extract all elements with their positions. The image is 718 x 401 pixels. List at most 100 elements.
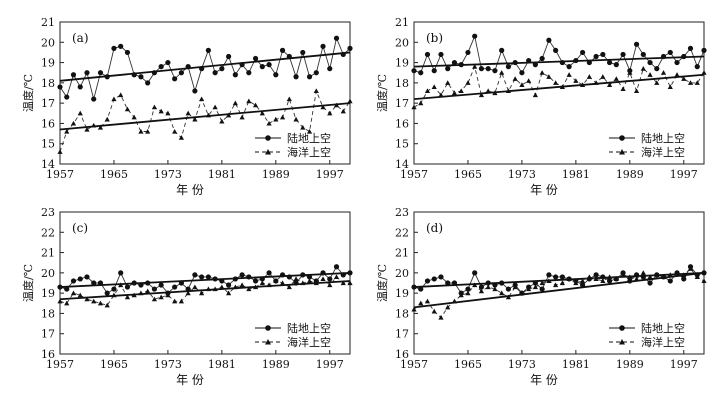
data-point bbox=[640, 51, 646, 58]
data-point bbox=[172, 128, 178, 134]
data-point bbox=[64, 94, 70, 100]
data-point bbox=[84, 70, 90, 76]
data-point bbox=[259, 64, 265, 70]
data-point bbox=[239, 282, 245, 288]
x-tick-label: 1957 bbox=[46, 168, 74, 181]
data-point bbox=[306, 74, 313, 80]
data-point bbox=[306, 274, 313, 280]
data-point bbox=[138, 128, 144, 134]
data-point bbox=[431, 68, 437, 74]
x-tick-label: 1981 bbox=[208, 358, 236, 371]
data-point bbox=[633, 272, 640, 278]
data-point bbox=[273, 278, 279, 284]
data-point bbox=[445, 280, 451, 286]
legend-label-ocean: 海洋上空 bbox=[287, 145, 331, 159]
data-point bbox=[633, 88, 640, 94]
y-tick-label: 17 bbox=[395, 97, 409, 110]
data-point bbox=[485, 284, 491, 290]
data-point bbox=[70, 290, 77, 296]
data-point bbox=[418, 70, 424, 76]
data-point bbox=[613, 276, 619, 282]
plot-frame bbox=[413, 21, 705, 165]
data-point bbox=[620, 51, 626, 58]
data-point bbox=[239, 62, 245, 68]
data-point bbox=[226, 290, 232, 296]
data-point bbox=[451, 298, 458, 304]
data-point bbox=[246, 98, 252, 104]
x-tick-label: 1989 bbox=[262, 168, 290, 181]
data-point bbox=[64, 300, 70, 306]
data-point bbox=[57, 284, 63, 290]
data-point bbox=[219, 284, 225, 290]
data-point bbox=[458, 62, 464, 68]
data-point bbox=[279, 280, 286, 286]
data-point bbox=[492, 90, 498, 96]
data-point bbox=[252, 284, 259, 290]
data-point bbox=[226, 53, 232, 60]
y-tick-label: 19 bbox=[41, 57, 55, 70]
data-point bbox=[340, 108, 346, 114]
data-point bbox=[512, 284, 518, 290]
y-tick-label: 21 bbox=[395, 16, 409, 29]
y-tick-label: 16 bbox=[395, 348, 409, 361]
data-point bbox=[279, 114, 286, 120]
data-point bbox=[158, 108, 164, 114]
data-point bbox=[539, 280, 545, 286]
data-point bbox=[472, 33, 478, 39]
y-tick-label: 19 bbox=[395, 287, 409, 300]
data-point bbox=[701, 47, 707, 54]
data-point bbox=[306, 278, 313, 284]
data-point bbox=[199, 66, 205, 72]
data-point bbox=[640, 274, 646, 280]
data-point bbox=[499, 47, 505, 54]
data-point bbox=[593, 53, 599, 60]
data-point bbox=[293, 74, 299, 80]
data-point bbox=[226, 282, 232, 288]
x-tick-label: 1973 bbox=[154, 358, 182, 371]
data-point bbox=[620, 86, 626, 92]
data-point bbox=[465, 286, 471, 292]
data-point bbox=[57, 149, 63, 154]
data-point bbox=[185, 64, 191, 70]
data-point bbox=[205, 47, 211, 54]
data-point bbox=[300, 124, 306, 130]
chart-panel-1: 14 15 16 17 18 19 20 21 1957 1965 1973 1981 1989 1997… bbox=[375, 16, 707, 197]
y-tick-label: 18 bbox=[395, 307, 409, 320]
legend-marker-ocean bbox=[265, 149, 271, 155]
data-point bbox=[313, 88, 319, 94]
data-point bbox=[97, 300, 104, 306]
data-point bbox=[124, 294, 131, 300]
x-axis-label: 年 份 bbox=[530, 183, 558, 197]
data-point bbox=[246, 274, 252, 280]
x-axis-label: 年 份 bbox=[530, 373, 558, 387]
data-point bbox=[64, 286, 70, 292]
data-point bbox=[573, 78, 579, 83]
x-axis-label: 年 份 bbox=[176, 183, 204, 197]
data-point bbox=[593, 272, 599, 278]
data-point bbox=[185, 110, 191, 116]
data-point bbox=[124, 49, 131, 56]
data-point bbox=[445, 304, 451, 310]
data-point bbox=[266, 120, 272, 126]
data-point bbox=[546, 278, 552, 284]
data-point bbox=[192, 284, 198, 290]
x-tick-label: 1997 bbox=[316, 358, 344, 371]
y-axis-label: 温度/℃ bbox=[375, 264, 389, 302]
y-tick-label: 17 bbox=[41, 97, 55, 110]
x-tick-label: 1981 bbox=[208, 168, 236, 181]
data-point bbox=[327, 66, 333, 72]
data-point bbox=[232, 284, 238, 290]
x-tick-label: 1989 bbox=[616, 168, 644, 181]
y-tick-label: 19 bbox=[395, 57, 409, 70]
chart-panel-0: 14 15 16 17 18 19 20 21 1957 1965 1973 1981 1989 1997… bbox=[21, 16, 353, 197]
data-point bbox=[347, 45, 353, 51]
data-point bbox=[505, 294, 512, 300]
data-point bbox=[660, 274, 667, 279]
y-tick-label: 20 bbox=[395, 267, 409, 280]
data-point bbox=[505, 64, 512, 70]
data-point bbox=[418, 300, 424, 306]
data-point bbox=[199, 274, 205, 280]
data-point bbox=[97, 124, 104, 130]
data-point bbox=[647, 280, 653, 286]
data-point bbox=[546, 272, 552, 278]
